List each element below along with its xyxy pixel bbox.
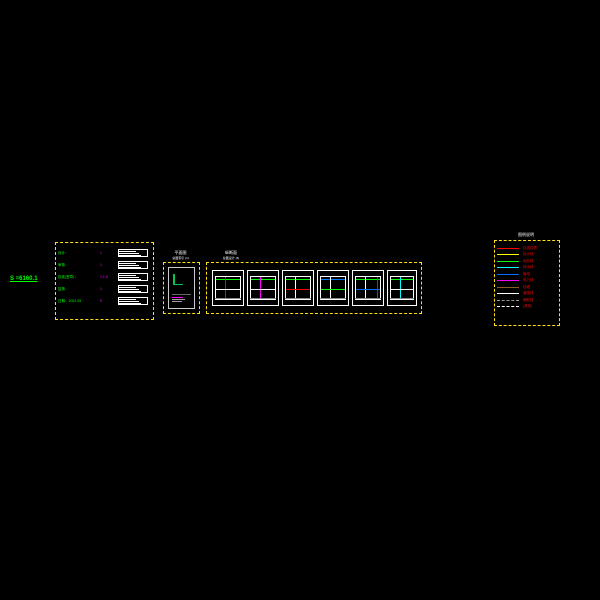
legend-label: (其他) <box>521 304 532 309</box>
profile-thumb <box>387 270 417 306</box>
param-label: 审核： <box>56 263 100 268</box>
plan-sheet-thumb <box>168 267 195 309</box>
profile-thumb <box>282 270 314 306</box>
params-panel: 设计：1审核：1批准(签章)：1:1.5复核：1日期：2022.055 <box>55 242 154 320</box>
legend-panel: 红线边界设计线地形线排水线管线电力线挡墙道路线辅助线(其他) <box>494 240 560 326</box>
legend-swatch <box>497 300 519 301</box>
param-value: 1 <box>100 251 118 255</box>
plan-accent-icon <box>173 274 183 285</box>
signature-patch <box>118 249 148 257</box>
signature-patch <box>118 273 148 281</box>
legend-swatch <box>497 274 519 275</box>
legend-label: 红线边界 <box>521 246 537 251</box>
param-value: 1 <box>100 287 118 291</box>
legend-label: 地形线 <box>521 259 534 264</box>
profile-thumb <box>212 270 244 306</box>
profile-thumb <box>352 270 384 306</box>
legend-swatch <box>497 306 519 307</box>
scale-label: S =6160.1 <box>10 276 38 282</box>
legend-swatch <box>497 254 519 255</box>
legend-label: 道路线 <box>521 291 534 296</box>
legend-label: 排水线 <box>521 265 534 270</box>
param-value: 1 <box>100 263 118 267</box>
profile-thumb <box>317 270 349 306</box>
param-label: 批准(签章)： <box>56 275 100 280</box>
legend-label: 管线 <box>521 272 530 277</box>
legend-title: 图例说明 <box>494 232 558 238</box>
param-row: 复核：1 <box>56 283 153 295</box>
legend-swatch <box>497 293 519 294</box>
profile-thumb <box>247 270 279 306</box>
legend-swatch <box>497 280 519 281</box>
param-row: 设计：1 <box>56 247 153 259</box>
panel3-title-sub: 总图设计 (6) <box>206 256 256 260</box>
param-row: 日期：2022.055 <box>56 295 153 307</box>
param-row: 审核：1 <box>56 259 153 271</box>
signature-patch <box>118 285 148 293</box>
panel2-title-sub: 总图索引 (1) <box>163 256 198 260</box>
plan-index-panel <box>163 262 200 314</box>
panel3-title: 纵断面 总图设计 (6) <box>206 250 256 260</box>
legend-swatch <box>497 267 519 268</box>
param-row: 批准(签章)：1:1.5 <box>56 271 153 283</box>
legend-swatch <box>497 287 519 288</box>
signature-patch <box>118 297 148 305</box>
legend-label: 电力线 <box>521 278 534 283</box>
legend-item: (其他) <box>495 304 559 311</box>
legend-label: 挡墙 <box>521 285 530 290</box>
legend-swatch <box>497 261 519 262</box>
panel2-title: 平面图 总图索引 (1) <box>163 250 198 260</box>
param-value: 1:1.5 <box>100 275 118 279</box>
param-label: 设计： <box>56 251 100 256</box>
legend-label: 辅助线 <box>521 298 534 303</box>
plan-titleblock <box>172 294 191 305</box>
param-label: 复核： <box>56 287 100 292</box>
signature-patch <box>118 261 148 269</box>
legend-label: 设计线 <box>521 252 534 257</box>
legend-swatch <box>497 248 519 249</box>
param-value: 5 <box>100 299 118 303</box>
param-label: 日期：2022.05 <box>56 299 100 304</box>
